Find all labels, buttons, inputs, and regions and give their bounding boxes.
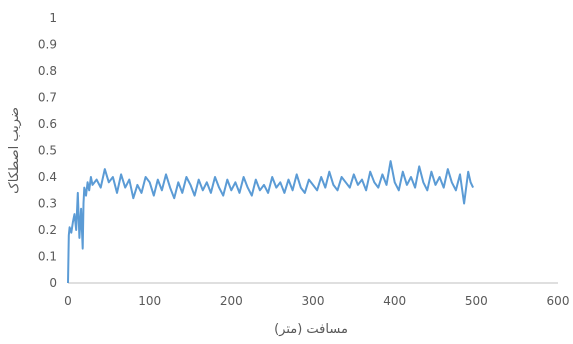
x-tick-label: 200 xyxy=(220,294,243,308)
y-tick-label: 0.7 xyxy=(38,91,57,105)
x-tick-label: 0 xyxy=(64,294,72,308)
y-tick-label: 0.8 xyxy=(38,64,57,78)
y-tick-label: 0.2 xyxy=(38,223,57,237)
y-axis-title: ضریب اصطکاک xyxy=(7,107,22,194)
y-tick-label: 1 xyxy=(49,11,57,25)
y-tick-label: 0.4 xyxy=(38,170,57,184)
y-tick-label: 0.9 xyxy=(38,38,57,52)
y-tick-label: 0.6 xyxy=(38,117,57,131)
series-line xyxy=(67,160,475,284)
y-tick-label: 0.3 xyxy=(38,197,57,211)
y-tick-label: 0.1 xyxy=(38,250,57,264)
x-tick-label: 100 xyxy=(138,294,161,308)
x-tick-label: 300 xyxy=(302,294,325,308)
x-axis-ticks: 0 100 200 300 400 500 600 xyxy=(64,294,569,308)
series-layer xyxy=(67,160,475,284)
y-tick-label: 0 xyxy=(49,276,57,290)
y-axis-ticks: 0 0.1 0.2 0.3 0.4 0.5 0.6 0.7 0.8 0.9 1 xyxy=(38,11,57,290)
y-tick-label: 0.5 xyxy=(38,144,57,158)
x-tick-label: 600 xyxy=(547,294,570,308)
x-tick-label: 400 xyxy=(383,294,406,308)
x-axis-title: مسافت (متر) xyxy=(274,322,348,337)
x-tick-label: 500 xyxy=(465,294,488,308)
